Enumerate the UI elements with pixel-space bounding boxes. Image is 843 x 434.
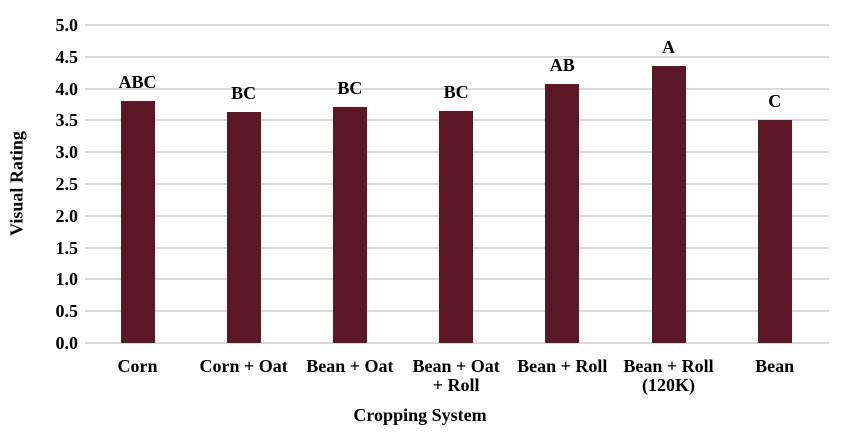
x-tick-line: Bean + Roll	[623, 356, 714, 376]
bar	[120, 101, 155, 343]
y-tick-label: 4.5	[55, 46, 79, 67]
significance-letter: C	[768, 91, 782, 112]
significance-letter: BC	[231, 83, 257, 104]
y-tick-label: 0.5	[55, 301, 79, 322]
x-tick-line: Bean + Roll	[517, 356, 608, 376]
x-tick-label: Bean	[720, 357, 830, 376]
y-tick-label: 3.0	[55, 142, 79, 163]
gridline	[85, 55, 829, 58]
y-tick-label: 1.5	[55, 237, 79, 258]
bar	[757, 120, 792, 343]
significance-letter: BC	[337, 78, 363, 99]
gridline	[85, 342, 829, 344]
y-tick-label: 2.5	[55, 174, 79, 194]
x-tick-label: Bean + Oat + Roll	[401, 357, 511, 395]
x-tick-line: (120K)	[642, 375, 695, 395]
x-tick-label: Bean + Roll	[507, 357, 617, 376]
x-tick-label: Bean + Roll (120K)	[614, 357, 724, 395]
y-tick-label: 1.0	[55, 269, 79, 290]
y-axis-label: Visual Rating	[6, 131, 27, 236]
y-tick-label: 0.0	[55, 333, 79, 353]
x-tick-label: Corn + Oat	[189, 357, 299, 376]
significance-letter: ABC	[118, 72, 157, 93]
bar	[332, 107, 367, 343]
significance-letter: A	[662, 37, 675, 58]
y-tick-label: 3.5	[55, 110, 79, 131]
gridline	[85, 87, 829, 90]
bar	[651, 66, 686, 343]
x-tick-line: + Roll	[432, 375, 480, 395]
x-tick-line: Bean + Oat	[306, 356, 394, 376]
x-tick-line: Corn	[117, 356, 158, 376]
bar	[226, 112, 261, 343]
bar	[545, 83, 580, 343]
x-tick-label: Bean + Oat	[295, 357, 405, 376]
significance-letter: BC	[443, 82, 469, 103]
y-tick-label: 5.0	[55, 15, 79, 35]
gridline	[85, 24, 829, 26]
x-tick-line: Bean + Oat	[412, 356, 500, 376]
x-tick-line: Corn + Oat	[199, 356, 288, 376]
y-tick-label: 4.0	[55, 78, 79, 99]
x-tick-label: Corn	[83, 357, 193, 376]
x-axis-label: Cropping System	[353, 405, 487, 425]
bar	[439, 111, 474, 343]
x-tick-line: Bean	[755, 356, 795, 376]
significance-letter: AB	[549, 54, 575, 75]
y-tick-label: 2.0	[55, 205, 79, 226]
